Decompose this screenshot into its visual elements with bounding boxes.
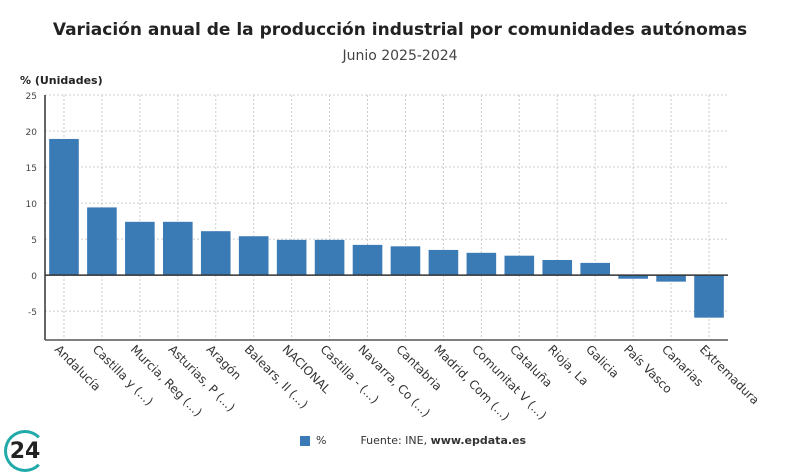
bar-Madrid, Com (...) [428, 249, 459, 276]
y-tick-label: 15 [26, 164, 37, 174]
chart-subtitle: Junio 2025-2024 [342, 48, 458, 64]
bar-País Vasco [618, 275, 648, 279]
bar-Murcia, Reg (...) [125, 221, 155, 276]
legend-label: % [316, 434, 327, 447]
bar-Balears, Il (...) [238, 236, 269, 276]
x-tick-label: Asturias, P (...) [166, 342, 238, 414]
source-text: Fuente: INE, www.epdata.es [360, 434, 527, 447]
legend: % Fuente: INE, www.epdata.es [300, 434, 526, 447]
bar-Castilla y (...) [87, 207, 117, 276]
legend-swatch [300, 435, 310, 446]
bar-Comunitat V (...) [466, 252, 497, 276]
logo: 24 [4, 430, 46, 472]
bar-NACIONAL [276, 239, 307, 276]
y-axis-label: % (Unidades) [20, 74, 103, 87]
bar-Andalucía [49, 138, 79, 276]
y-tick-label: 0 [31, 272, 37, 282]
chart-title: Variación anual de la producción industr… [52, 20, 748, 40]
source-link[interactable]: www.epdata.es [430, 434, 527, 447]
bar-Canarias [656, 275, 686, 282]
x-tick-label: Extremadura [697, 342, 762, 407]
bar-Extremadura [694, 275, 724, 318]
bar-Rioja, La [542, 260, 573, 276]
y-tick-label: 20 [26, 128, 38, 138]
bar-Galicia [580, 262, 610, 276]
bar-Aragón [200, 231, 231, 276]
bar-Asturias, P (...) [163, 221, 193, 276]
bar-Castilla - (...) [314, 239, 345, 276]
y-tick-label: -5 [28, 308, 37, 318]
bar-Cataluña [504, 255, 535, 276]
y-tick-label: 5 [31, 236, 37, 246]
y-tick-label: 25 [26, 92, 37, 102]
bar-Navarra, Co (...) [352, 244, 383, 276]
y-tick-label: 10 [26, 200, 38, 210]
bar-Cantabria [390, 246, 421, 276]
